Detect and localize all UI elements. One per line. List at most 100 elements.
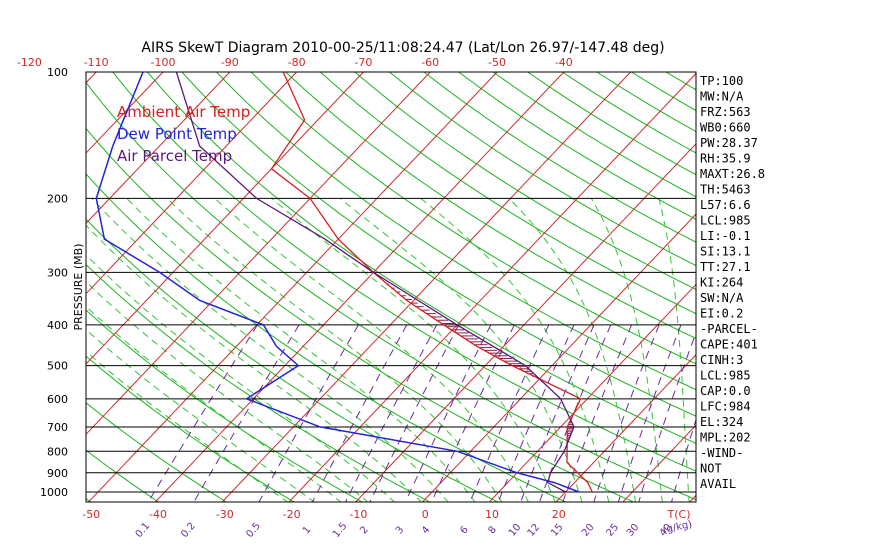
- dry-adiabat: [839, 72, 870, 503]
- moist-adiabat: [86, 254, 396, 502]
- stat-line: L57:6.6: [700, 198, 751, 212]
- stat-line: MPL:202: [700, 431, 751, 445]
- stat-line: LCL:985: [700, 214, 751, 228]
- isotherm: [288, 72, 696, 502]
- isotherm: [622, 424, 696, 502]
- stat-line: CAPE:401: [700, 338, 758, 352]
- mixing-ratio-line: [311, 324, 408, 502]
- stat-line: EI:0.2: [700, 307, 743, 321]
- mixing-ratio-line: [193, 324, 300, 502]
- dry-adiabat: [423, 72, 696, 243]
- moist-adiabat: [86, 305, 342, 502]
- isotherm: [86, 72, 164, 154]
- bottom-temp-tick-label: -20: [283, 508, 301, 521]
- isotherm: [86, 72, 297, 295]
- moist-adiabat: [271, 198, 556, 502]
- moist-adiabat: [658, 198, 690, 502]
- mixing-ratio-label: 1: [301, 524, 314, 536]
- isotherm: [86, 72, 231, 225]
- top-temp-tick-label: -50: [488, 56, 506, 69]
- legend: Ambient Air Temp Dew Point Temp Air Parcel…: [117, 103, 250, 165]
- mixing-ratio-label: 0.2: [179, 521, 198, 540]
- mixing-ratio-label: 12: [526, 522, 543, 539]
- dry-adiabat: [770, 72, 870, 503]
- mixing-ratio-label: 15: [549, 522, 566, 539]
- stat-line: NOT: [700, 462, 722, 476]
- pressure-tick-label: 300: [47, 266, 68, 279]
- stat-line: LI:-0.1: [700, 229, 751, 243]
- mixing-ratio-label: 20: [580, 522, 597, 539]
- moist-adiabat: [86, 350, 289, 502]
- isotherms: [0, 72, 696, 503]
- chart-title: AIRS SkewT Diagram 2010-00-25/11:08:24.4…: [141, 40, 664, 56]
- moist-adiabat: [590, 198, 663, 502]
- stat-line: -PARCEL-: [700, 322, 758, 336]
- stat-line: CINH:3: [700, 353, 743, 367]
- pressure-tick-label: 500: [47, 360, 68, 373]
- isotherm: [488, 283, 696, 502]
- stat-line: WB0:660: [700, 121, 751, 135]
- dry-adiabat: [216, 72, 696, 391]
- mixing-ratio-label: 25: [604, 522, 621, 539]
- mixing-ratio-label: 0.1: [134, 521, 153, 540]
- mixing-ratio-line: [258, 324, 359, 502]
- bottom-temp-tick-label: 10: [485, 508, 499, 521]
- dew-point-line: [95, 72, 580, 493]
- stat-line: FRZ:563: [700, 105, 751, 119]
- bottom-temp-unit: T(C): [667, 508, 691, 521]
- legend-entry: Dew Point Temp: [117, 125, 237, 143]
- mixing-ratio-label: 1.5: [331, 521, 350, 540]
- isotherm: [0, 72, 29, 503]
- top-temp-tick-label: -80: [288, 56, 306, 69]
- mixing-ratio-line: [431, 324, 515, 502]
- pressure-tick-label: 100: [47, 66, 68, 79]
- stat-line: RH:35.9: [700, 152, 751, 166]
- moist-adiabat: [339, 198, 583, 502]
- mixing-ratio-line: [593, 324, 660, 502]
- moist-adiabat: [508, 198, 637, 502]
- mixing-ratio-line: [562, 324, 633, 502]
- moist-adiabat: [91, 198, 449, 502]
- moist-adiabat: [86, 281, 369, 502]
- mixing-ratio-label: 10: [507, 522, 524, 539]
- stat-line: SW:N/A: [700, 291, 744, 305]
- dry-adiabat: [181, 72, 696, 417]
- ambient-temp-line: [270, 72, 593, 493]
- mixing-ratio-unit: (g/kg): [662, 519, 693, 536]
- isotherm: [355, 143, 696, 502]
- plot-frame: [85, 71, 697, 503]
- mixing-ratio-line: [497, 324, 575, 502]
- top-temp-tick-label: -110: [84, 56, 109, 69]
- dry-adiabat: [804, 72, 870, 503]
- isotherm: [221, 72, 631, 502]
- mixing-ratio-label: 0.5: [244, 521, 263, 540]
- moist-adiabat: [86, 328, 316, 502]
- dry-adiabat: [285, 72, 696, 340]
- stat-line: SI:13.1: [700, 245, 751, 259]
- y-axis-label: PRESSURE (MB): [72, 244, 85, 331]
- mixing-ratio-lines: [147, 324, 696, 502]
- dry-adiabat: [147, 72, 696, 444]
- stat-line: -WIND-: [700, 446, 743, 460]
- stat-line: PW:28.37: [700, 136, 758, 150]
- dry-adiabat: [389, 72, 696, 267]
- bottom-temp-tick-label: -10: [349, 508, 367, 521]
- top-temp-tick-label: -100: [151, 56, 176, 69]
- mixing-ratio-line: [147, 324, 258, 502]
- mixing-ratio-label: 3: [394, 524, 407, 536]
- stat-line: TH:5463: [700, 183, 751, 197]
- top-temp-tick-label: -60: [421, 56, 439, 69]
- bottom-temp-tick-label: 20: [552, 508, 566, 521]
- cape-hatching: [386, 283, 574, 445]
- pressure-tick-label: 200: [47, 192, 68, 205]
- mixing-ratio-label: 2: [358, 524, 371, 536]
- moist-adiabat: [86, 224, 423, 502]
- isotherm: [87, 72, 498, 502]
- legend-entry: Ambient Air Temp: [117, 103, 250, 121]
- legend-entry: Air Parcel Temp: [117, 147, 232, 165]
- dry-adiabat: [527, 72, 696, 176]
- isotherm: [86, 72, 431, 436]
- stat-line: EL:324: [700, 415, 743, 429]
- mixing-ratio-line: [404, 324, 492, 502]
